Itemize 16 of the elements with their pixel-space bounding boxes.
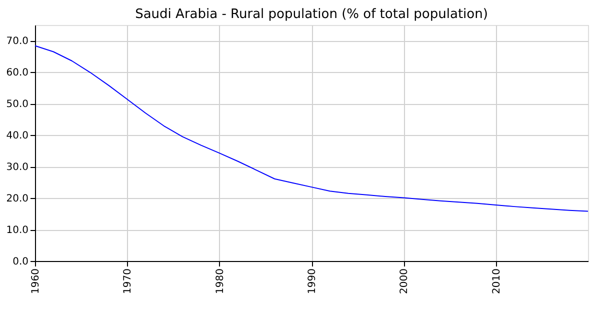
line-series xyxy=(34,45,588,212)
x-tick-label: 2010 xyxy=(491,268,502,294)
y-tick-label: 60.0 xyxy=(6,68,28,79)
x-tick-label: 1980 xyxy=(214,268,226,294)
x-tick-label: 2000 xyxy=(399,268,410,294)
x-tick-label: 1970 xyxy=(122,268,134,294)
y-tick-label: 30.0 xyxy=(6,162,28,174)
x-tick-label: 1960 xyxy=(30,268,42,294)
x-tick-label: 1990 xyxy=(307,268,318,294)
y-tick-label: 70.0 xyxy=(6,36,28,48)
y-tick-label: 40.0 xyxy=(6,130,28,142)
y-tick-label: 10.0 xyxy=(6,225,28,236)
y-tick-label: 50.0 xyxy=(6,99,28,110)
y-tick-label: 20.0 xyxy=(6,194,28,205)
chart-title: Saudi Arabia - Rural population (% of total population) xyxy=(135,7,488,22)
y-tick-label: 0.0 xyxy=(12,256,28,268)
